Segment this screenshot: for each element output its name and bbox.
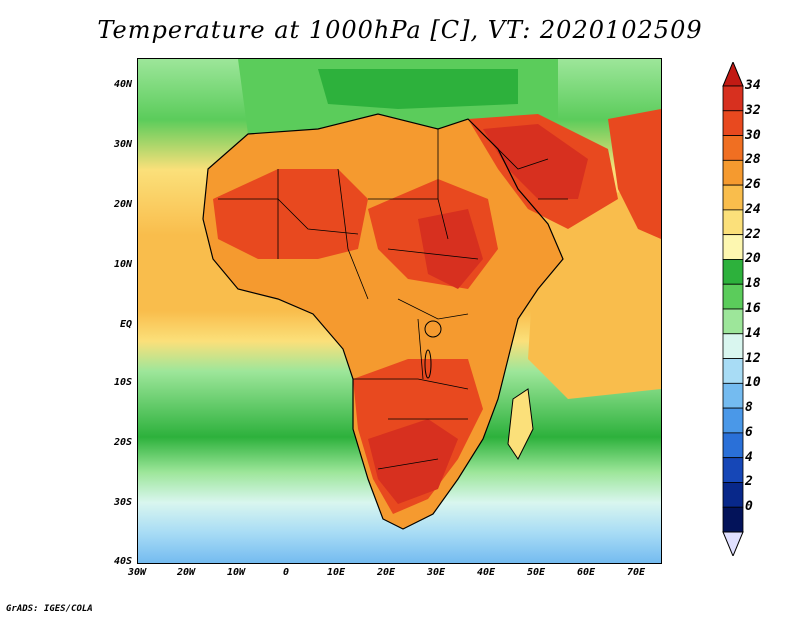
colorbar-top-arrow xyxy=(722,62,744,87)
indian-ocean-warm xyxy=(528,189,661,399)
lat-tick-20n: 20N xyxy=(113,199,132,210)
colorbar-swatch xyxy=(722,110,744,136)
lat-tick-10s: 10S xyxy=(113,377,132,388)
colorbar-swatch xyxy=(722,234,744,260)
colorbar-label: 12 xyxy=(745,350,761,366)
lake-victoria xyxy=(424,320,442,338)
colorbar-label: 34 xyxy=(745,78,761,93)
credit-text: GrADS: IGES/COLA xyxy=(6,604,93,614)
colorbar-label: 22 xyxy=(745,226,761,242)
temperature-map xyxy=(137,58,662,564)
colorbar-label: 16 xyxy=(745,301,761,316)
lat-tick-30n: 30N xyxy=(113,139,132,150)
lon-tick-60e: 60E xyxy=(576,567,596,578)
colorbar-swatch xyxy=(722,432,744,459)
lon-tick-30w: 30W xyxy=(127,567,147,578)
lon-tick-50e: 50E xyxy=(526,567,546,578)
lon-tick-20w: 20W xyxy=(176,567,196,578)
colorbar-swatch xyxy=(722,308,744,335)
colorbar-swatch xyxy=(722,209,744,236)
colorbar-label: 24 xyxy=(745,201,761,217)
colorbar-label: 20 xyxy=(745,251,761,267)
colorbar-swatch xyxy=(722,358,744,384)
lon-tick-10w: 10W xyxy=(226,567,246,578)
colorbar-swatch xyxy=(722,457,744,483)
lon-tick-40e: 40E xyxy=(476,567,496,578)
colorbar-label: 18 xyxy=(745,276,761,292)
madagascar-island xyxy=(507,388,534,460)
lon-tick-0: 0 xyxy=(282,567,290,578)
colorbar-label: 14 xyxy=(745,325,761,341)
sahara-hot-zone xyxy=(213,169,368,259)
colorbar-swatch xyxy=(722,135,744,161)
colorbar-label: 10 xyxy=(745,375,761,391)
lon-tick-10e: 10E xyxy=(326,567,346,578)
lat-tick-30s: 30S xyxy=(113,497,132,508)
coastline xyxy=(202,113,564,530)
colorbar-bottom-arrow xyxy=(722,531,744,556)
colorbar-label: 32 xyxy=(745,102,761,118)
lat-tick-20s: 20S xyxy=(113,437,132,448)
colorbar-swatch xyxy=(722,482,744,508)
colorbar-label: 6 xyxy=(745,424,753,440)
colorbar-swatch xyxy=(722,159,744,186)
colorbar-swatch xyxy=(722,382,744,409)
colorbar-label: 2 xyxy=(745,474,753,490)
colorbar-label: 28 xyxy=(745,152,761,168)
colorbar-swatch xyxy=(722,283,744,310)
colorbar-swatch xyxy=(722,85,744,112)
colorbar-swatch xyxy=(722,333,744,359)
lat-tick-eq: EQ xyxy=(119,319,132,330)
colorbar-swatch xyxy=(722,506,744,533)
colorbar-swatch xyxy=(722,259,744,285)
india-region xyxy=(608,109,661,239)
temperature-field xyxy=(138,59,661,563)
colorbar-label: 8 xyxy=(745,400,753,416)
colorbar-swatch xyxy=(722,407,744,434)
colorbar-label: 26 xyxy=(745,177,761,193)
colorbar-label: 4 xyxy=(745,449,753,465)
colorbar xyxy=(722,62,744,556)
lon-tick-20e: 20E xyxy=(376,567,396,578)
colorbar-label: 30 xyxy=(745,127,761,143)
lon-tick-70e: 70E xyxy=(626,567,646,578)
lon-tick-30e: 30E xyxy=(426,567,446,578)
lake-tanganyika xyxy=(424,349,432,379)
lat-tick-10n: 10N xyxy=(113,259,132,270)
lat-tick-40s: 40S xyxy=(113,556,132,567)
lat-tick-40n: 40N xyxy=(113,79,132,90)
colorbar-swatch xyxy=(722,184,744,211)
map-title: Temperature at 1000hPa [C], VT: 20201025… xyxy=(97,16,703,44)
country-borders xyxy=(218,129,568,470)
colorbar-label: 0 xyxy=(745,499,753,515)
